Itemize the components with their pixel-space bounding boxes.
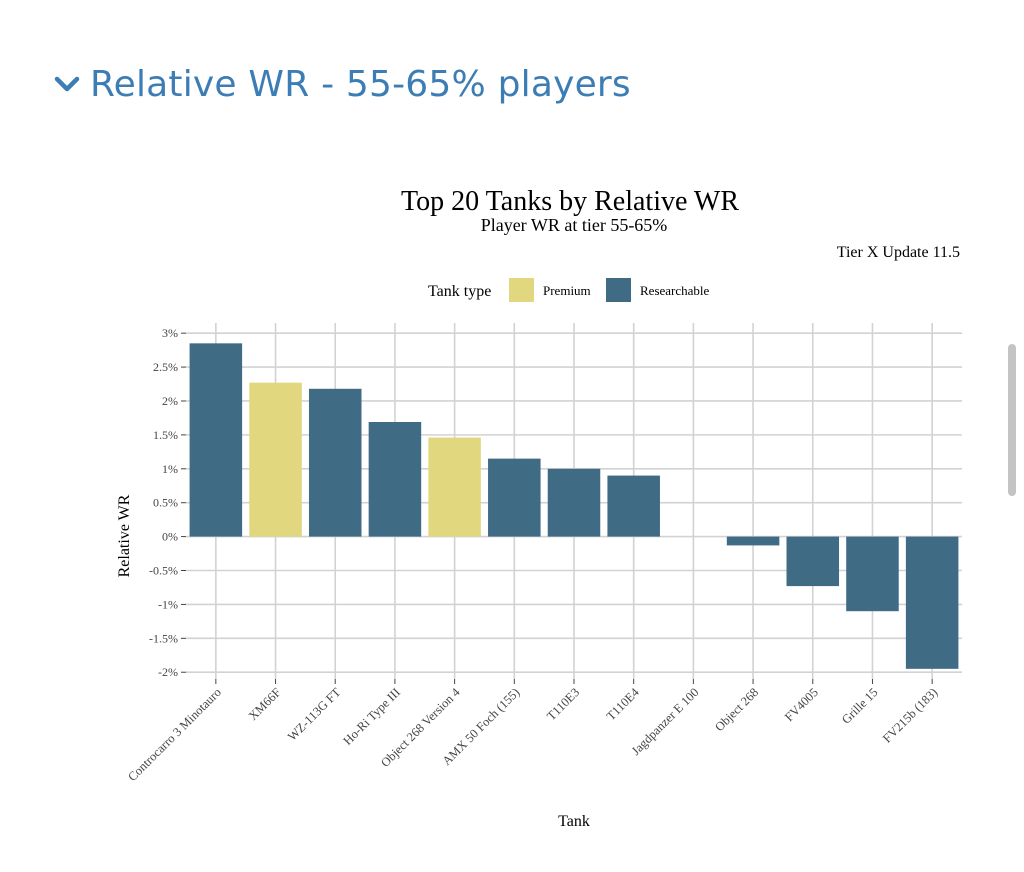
- y-tick-label: 2.5%: [153, 360, 178, 374]
- bar: [308, 388, 362, 537]
- x-axis-ticks: Controcarro 3 Minotauro XM66F WZ-113G FTHo…: [125, 679, 940, 784]
- y-tick-label: 0.5%: [153, 496, 178, 510]
- bar: [488, 458, 541, 537]
- bar-chart: Top 20 Tanks by Relative WR Player WR at…: [116, 186, 962, 830]
- y-tick-label: 1%: [162, 462, 178, 476]
- legend-title: Tank type: [428, 283, 491, 300]
- bar: [547, 468, 601, 537]
- section-title: Relative WR - 55-65% players: [90, 63, 631, 105]
- y-tick-label: -2%: [158, 665, 178, 679]
- x-tick-label: XM66F: [246, 685, 284, 723]
- y-tick-label: 1.5%: [153, 428, 178, 442]
- y-tick-label: 2%: [162, 394, 178, 408]
- bar: [189, 343, 243, 537]
- legend-label-premium: Premium: [543, 283, 591, 298]
- legend-swatch-premium: [509, 278, 534, 302]
- chevron-down-icon: [54, 76, 80, 92]
- bar: [428, 437, 481, 537]
- legend-swatch-researchable: [606, 278, 631, 302]
- bar: [607, 475, 660, 537]
- y-axis-label: Relative WR: [116, 494, 133, 577]
- legend-label-researchable: Researchable: [640, 283, 710, 298]
- x-tick-label: T110E3: [544, 685, 582, 723]
- bar: [846, 536, 899, 612]
- x-tick-label: WZ-113G FT: [285, 685, 344, 744]
- bar: [249, 382, 302, 537]
- x-tick-label: Grille 15: [839, 685, 881, 727]
- bar: [786, 536, 840, 587]
- x-tick-label: Object 268: [712, 685, 761, 734]
- y-axis-ticks: 3% 2.5% 2% 1.5% 1% 0.5% 0% -0.5% -1% -1.5% -2%: [149, 326, 186, 679]
- x-tick-label: FV215b (183): [880, 685, 940, 745]
- y-tick-label: -1%: [158, 597, 178, 611]
- chart-subtitle: Player WR at tier 55-65%: [481, 215, 668, 235]
- x-tick-label: FV4005: [782, 685, 821, 724]
- y-tick-label: -1.5%: [149, 631, 178, 645]
- x-tick-label: T110E4: [604, 685, 643, 724]
- x-tick-label: Ho-Ri Type III: [340, 685, 403, 748]
- bar: [368, 422, 422, 537]
- x-axis-label: Tank: [558, 813, 590, 830]
- section-header-toggle[interactable]: Relative WR - 55-65% players: [52, 56, 631, 112]
- bar: [726, 536, 780, 546]
- chart-caption: Tier X Update 11.5: [837, 244, 960, 261]
- bar: [905, 536, 959, 669]
- chart-title: Top 20 Tanks by Relative WR: [401, 186, 739, 217]
- legend: Tank type Premium Researchable: [428, 278, 710, 302]
- scrollbar-thumb[interactable]: [1008, 344, 1016, 496]
- bars: [189, 343, 959, 669]
- y-tick-label: 0%: [162, 530, 178, 544]
- y-tick-label: 3%: [162, 326, 178, 340]
- y-tick-label: -0.5%: [149, 564, 178, 578]
- x-tick-label: Controcarro 3 Minotauro: [125, 685, 224, 784]
